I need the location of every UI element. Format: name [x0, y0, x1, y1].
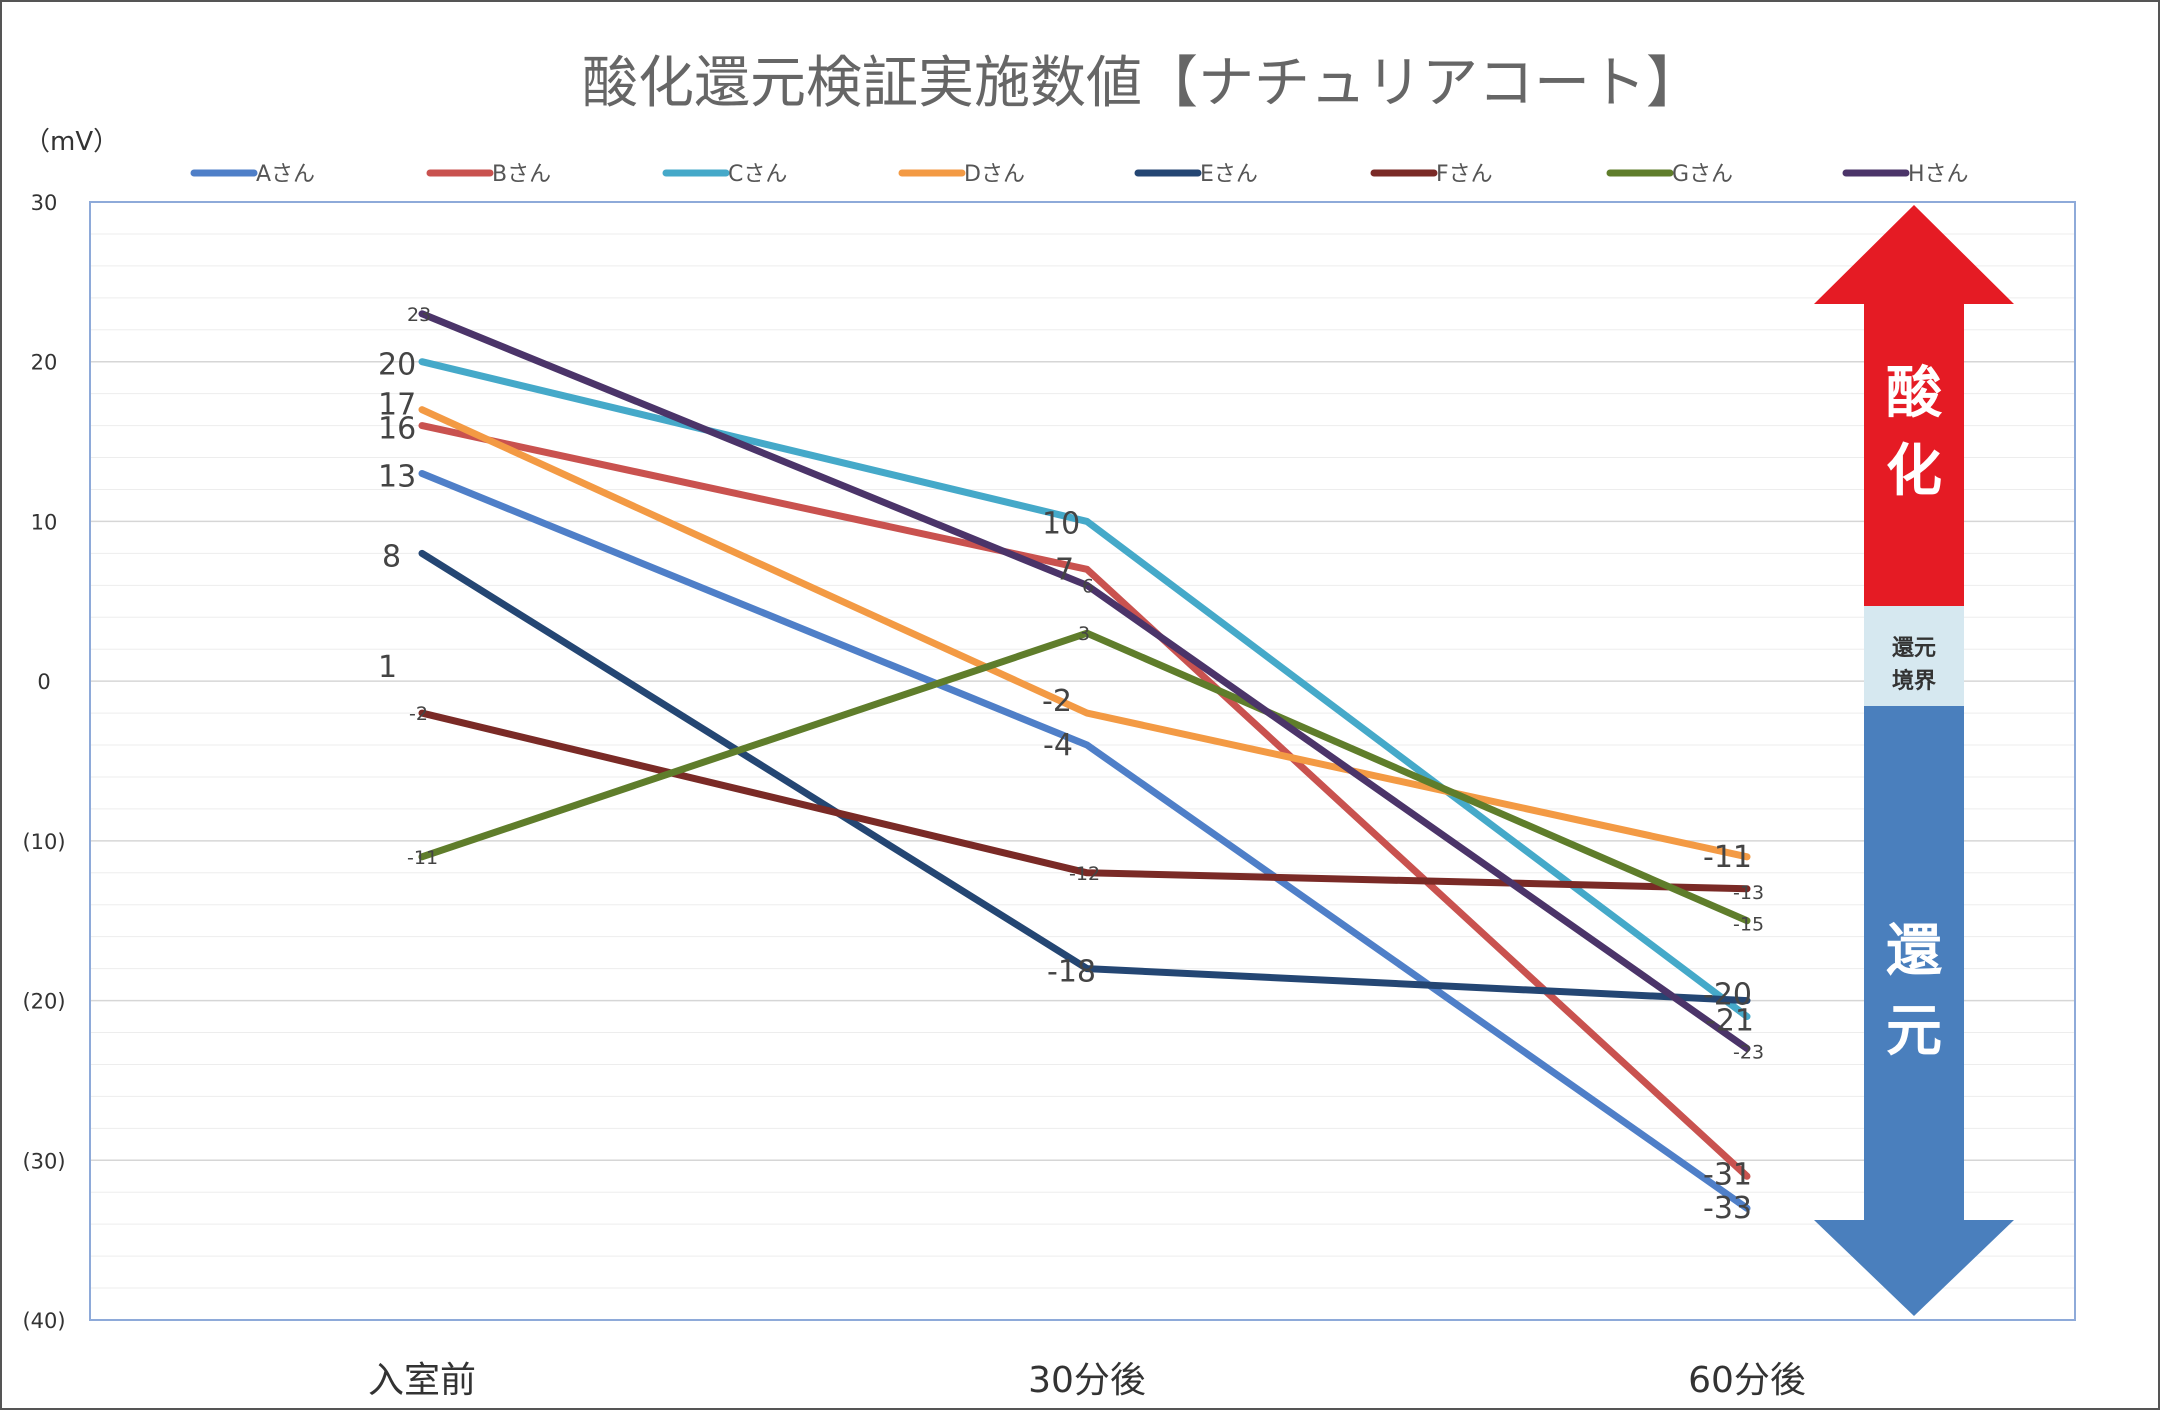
data-label-5-3: -20	[1703, 978, 1752, 1013]
y-tick-label: 0	[37, 670, 50, 694]
y-tick-label: (30)	[22, 1149, 65, 1173]
x-tick-label: 60分後	[1688, 1360, 1806, 1401]
y-tick-label: 10	[31, 510, 58, 534]
data-label-4-2: -2	[1042, 684, 1072, 719]
legend-label-4: Dさん	[964, 162, 1025, 187]
data-label-6-2: -12	[1069, 863, 1100, 885]
data-label-8-1: 23	[407, 304, 431, 326]
data-label-2-3: -31	[1703, 1157, 1752, 1192]
series-line-5	[418, 549, 1751, 1005]
reduction-arrow	[1814, 706, 2014, 1316]
legend-label-1: Aさん	[256, 162, 315, 187]
data-label-7-1: -11	[407, 847, 438, 869]
y-tick-label: (10)	[22, 830, 65, 854]
data-label-3-3: -21	[1705, 1004, 1754, 1039]
data-label-5-1: 8	[382, 539, 401, 574]
data-label-2-1: 16	[378, 412, 416, 447]
series-line-2	[418, 422, 1751, 1180]
boundary-band	[1864, 606, 1964, 706]
y-axis-unit-label: （mV）	[24, 127, 119, 157]
series-line-4	[418, 406, 1751, 861]
data-label-1-3: -33	[1703, 1191, 1752, 1226]
data-label-8-2: 6	[1082, 575, 1094, 597]
reduction-label-char-2: 元	[1886, 999, 1942, 1064]
data-label-6-3: -13	[1733, 882, 1764, 904]
reduction-label-char-1: 還	[1886, 919, 1942, 984]
boundary-label-line-1: 還元	[1892, 636, 1936, 661]
data-label-3-1: 20	[378, 348, 416, 383]
legend-label-6: Fさん	[1436, 162, 1493, 187]
legend-label-3: Cさん	[728, 162, 787, 187]
y-tick-label: (40)	[22, 1309, 65, 1333]
series-line-1	[418, 470, 1751, 1212]
oxidation-label-char-2: 化	[1886, 439, 1942, 504]
data-label-8-3: -23	[1733, 1041, 1764, 1063]
y-tick-label: 30	[31, 191, 58, 215]
plot-area-border	[89, 201, 2076, 1321]
extra-data-label-1: 1	[378, 650, 397, 685]
data-label-2-2: 7	[1055, 552, 1074, 587]
x-tick-label: 30分後	[1028, 1360, 1146, 1401]
legend-label-2: Bさん	[492, 162, 551, 187]
data-label-1-1: 13	[378, 460, 416, 495]
data-label-1-2: -4	[1043, 728, 1073, 763]
legend-label-7: Gさん	[1672, 162, 1733, 187]
data-label-4-3: -11	[1703, 840, 1752, 875]
data-label-5-2: -18	[1047, 955, 1096, 990]
x-tick-label: 入室前	[368, 1360, 476, 1401]
y-tick-label: (20)	[22, 990, 65, 1014]
data-label-6-1: -2	[409, 703, 428, 725]
legend-label-5: Eさん	[1200, 162, 1258, 187]
data-label-7-2: 3	[1078, 623, 1090, 645]
data-label-7-3: -15	[1733, 914, 1764, 936]
chart-title: 酸化還元検証実施数値【ナチュリアコート】	[582, 51, 1702, 116]
series-line-3	[418, 358, 1751, 1021]
series-line-8	[418, 310, 1751, 1052]
boundary-label-line-2: 境界	[1892, 668, 1936, 694]
series-line-7	[418, 629, 1751, 925]
oxidation-label-char-1: 酸	[1886, 361, 1943, 426]
oxidation-arrow	[1814, 205, 2014, 606]
series-line-6	[418, 709, 1751, 893]
data-label-4-1: 17	[378, 388, 416, 423]
data-label-3-2: 10	[1042, 506, 1080, 541]
legend-label-8: Hさん	[1908, 162, 1969, 187]
y-tick-label: 20	[31, 351, 58, 375]
